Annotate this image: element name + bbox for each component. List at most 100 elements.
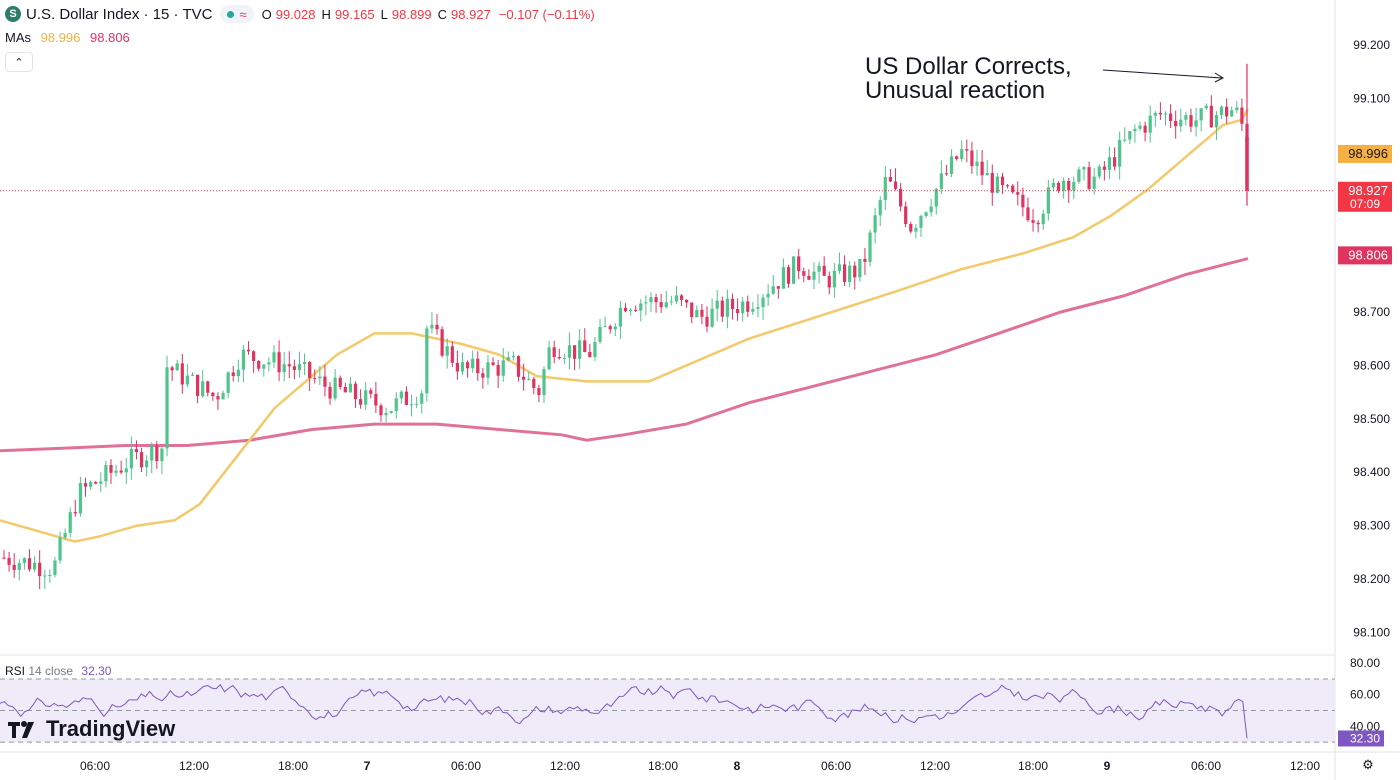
- mas-label: MAs: [5, 30, 31, 45]
- candle-body: [399, 391, 403, 399]
- candle-body: [1240, 107, 1244, 124]
- candle-body: [425, 328, 429, 394]
- candle-body: [389, 411, 393, 413]
- candle-body: [572, 345, 577, 359]
- candle-body: [853, 265, 857, 278]
- candle-body: [506, 357, 510, 361]
- candle-body: [883, 176, 887, 201]
- candle-body: [1214, 114, 1219, 128]
- delay-wave-icon: ≈: [239, 6, 247, 22]
- tradingview-logo[interactable]: TradingView: [8, 716, 175, 742]
- settings-gear-icon[interactable]: ⚙: [1362, 757, 1374, 772]
- candle-body: [27, 558, 32, 570]
- rsi-legend[interactable]: RSI 14 close 32.30: [5, 664, 111, 678]
- candle-body: [1184, 115, 1188, 120]
- candle-body: [1153, 112, 1157, 116]
- price-label: 98.996: [1348, 146, 1388, 161]
- candle-body: [282, 364, 286, 373]
- candle-body: [848, 265, 852, 282]
- candle-body: [955, 156, 959, 159]
- candle-body: [547, 347, 551, 370]
- candle-body: [201, 381, 205, 397]
- candle-body: [48, 574, 52, 576]
- candle-body: [644, 302, 648, 304]
- candle-body: [486, 362, 490, 378]
- candle-body: [313, 378, 317, 380]
- candle-body: [343, 386, 347, 393]
- candle-body: [1041, 213, 1045, 225]
- candle-body: [557, 356, 561, 359]
- candle-body: [445, 346, 449, 356]
- candle-body: [348, 383, 353, 393]
- candle-body: [185, 375, 189, 385]
- candle-body: [206, 381, 210, 393]
- candle-body: [532, 378, 536, 388]
- candle-body: [501, 360, 505, 376]
- chart-header: S U.S. Dollar Index · 15 · TVC ≈ O 99.028…: [5, 4, 595, 24]
- candle-body: [32, 562, 37, 570]
- candle-body: [1199, 108, 1203, 121]
- candle-body: [588, 352, 592, 357]
- market-status[interactable]: ≈: [220, 5, 254, 23]
- rsi-last-value: 32.30: [1350, 731, 1380, 745]
- time-tick: 12:00: [1290, 759, 1320, 773]
- candle-body: [960, 149, 964, 159]
- candle-body: [970, 150, 974, 167]
- candle-body: [1143, 125, 1147, 133]
- candle-body: [909, 223, 913, 232]
- candle-body: [1087, 167, 1091, 189]
- candle-body: [1000, 176, 1005, 186]
- candle-body: [766, 293, 770, 298]
- candle-body: [934, 188, 938, 207]
- symbol-icon: S: [5, 6, 21, 22]
- candle-body: [985, 173, 989, 176]
- candle-body: [639, 303, 643, 311]
- candle-body: [369, 390, 373, 394]
- chart-annotation[interactable]: US Dollar Corrects, Unusual reaction: [865, 55, 1072, 103]
- candle-body: [272, 352, 276, 363]
- price-label: 98.927: [1348, 183, 1388, 198]
- candle-body: [623, 307, 628, 312]
- time-tick: 18:00: [278, 759, 308, 773]
- candle-body: [527, 378, 531, 380]
- candle-body: [807, 275, 811, 280]
- rsi-line: [0, 683, 1248, 739]
- annotation-line-2: Unusual reaction: [865, 77, 1046, 104]
- candle-body: [914, 227, 918, 232]
- candle-body: [496, 364, 500, 376]
- high-value: 99.165: [334, 6, 375, 22]
- candle-body: [1123, 139, 1127, 141]
- candle-body: [567, 345, 572, 358]
- candle-body: [1194, 120, 1198, 127]
- candle-body: [613, 326, 617, 330]
- candle-body: [1209, 105, 1213, 128]
- price-label-bg: [1338, 144, 1392, 163]
- tradingview-mark-icon: [8, 721, 34, 738]
- price-tick: 98.700: [1353, 305, 1390, 319]
- candle-body: [333, 377, 337, 399]
- candle-body: [1230, 110, 1234, 117]
- candle-body: [735, 308, 740, 314]
- candle-body: [2, 557, 6, 559]
- candle-body: [124, 468, 128, 473]
- candle-body: [1031, 220, 1035, 223]
- candle-body: [858, 258, 862, 278]
- candle-body: [842, 264, 847, 282]
- mas-legend[interactable]: MAs 98.996 98.806: [5, 30, 136, 45]
- candle-body: [995, 176, 999, 193]
- candle-body: [104, 465, 108, 482]
- symbol-title[interactable]: U.S. Dollar Index · 15 · TVC: [26, 5, 213, 23]
- ma-slow-value: 98.806: [90, 30, 130, 45]
- candle-body: [1097, 166, 1101, 177]
- candle-body: [888, 176, 893, 182]
- candle-body: [542, 369, 546, 396]
- candle-body: [328, 386, 332, 399]
- candle-body: [231, 372, 235, 377]
- collapse-legend-button[interactable]: ⌃: [5, 52, 33, 72]
- time-tick: 18:00: [648, 759, 678, 773]
- candle-body: [170, 367, 174, 371]
- candle-body: [155, 445, 159, 462]
- market-open-dot-icon: [227, 10, 235, 18]
- high-label: H: [321, 6, 331, 22]
